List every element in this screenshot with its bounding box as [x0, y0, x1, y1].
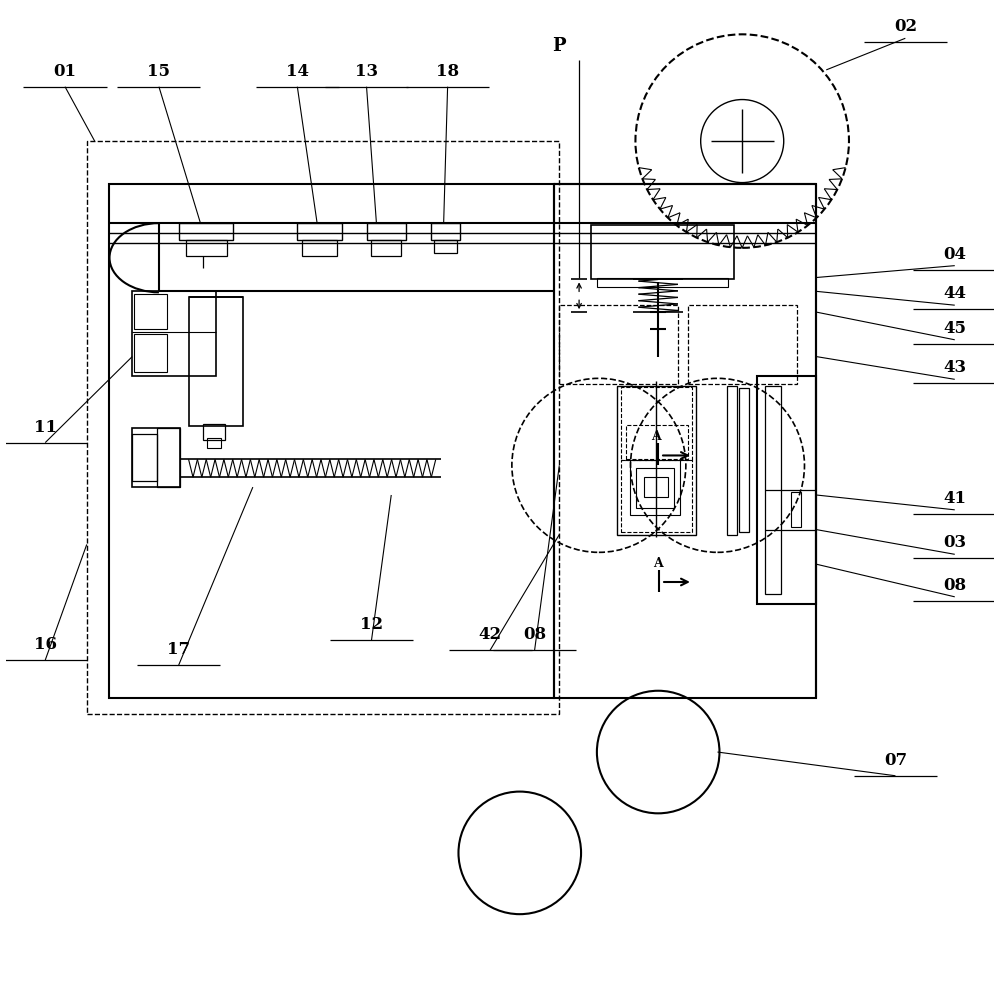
Bar	[157, 428, 180, 487]
Text: 14: 14	[286, 62, 309, 80]
Bar	[644, 477, 668, 497]
Bar	[134, 294, 167, 329]
Text: 13: 13	[355, 62, 378, 80]
Bar	[132, 428, 180, 487]
Text: 01: 01	[54, 62, 77, 80]
Text: 41: 41	[943, 490, 966, 507]
Text: 44: 44	[943, 285, 966, 302]
Bar	[203, 424, 225, 440]
Bar	[134, 334, 167, 372]
Text: 42: 42	[479, 627, 502, 644]
Bar	[109, 183, 554, 698]
Bar	[688, 305, 797, 384]
Bar	[626, 425, 688, 459]
Bar	[559, 305, 678, 384]
Text: 43: 43	[943, 359, 966, 376]
Bar	[434, 240, 457, 252]
Bar	[591, 225, 734, 279]
Text: 03: 03	[943, 535, 966, 551]
Text: A: A	[653, 557, 663, 570]
Bar	[132, 434, 157, 481]
Bar	[132, 291, 216, 376]
Text: P: P	[553, 37, 566, 55]
Bar	[621, 387, 692, 460]
Bar	[179, 223, 233, 240]
Text: A: A	[651, 430, 661, 443]
Bar	[189, 297, 243, 426]
Text: 04: 04	[943, 246, 966, 262]
Bar	[757, 376, 816, 604]
Text: 07: 07	[884, 751, 907, 769]
Bar	[739, 388, 749, 532]
Text: 18: 18	[436, 62, 459, 80]
Bar	[431, 223, 460, 240]
Bar	[636, 468, 674, 508]
Bar	[630, 460, 680, 515]
Bar	[791, 492, 801, 527]
Bar	[597, 277, 728, 287]
Text: 16: 16	[34, 637, 57, 653]
Text: 08: 08	[943, 577, 966, 594]
Bar	[554, 183, 816, 698]
Bar	[765, 386, 781, 594]
Text: 12: 12	[360, 617, 383, 634]
Text: 11: 11	[34, 419, 57, 436]
Bar	[87, 142, 559, 715]
Bar	[367, 223, 406, 240]
Bar	[302, 240, 337, 255]
Text: 02: 02	[894, 18, 917, 36]
Text: 08: 08	[523, 627, 546, 644]
Bar	[727, 386, 737, 535]
Text: 17: 17	[167, 642, 190, 658]
Text: 15: 15	[147, 62, 170, 80]
Bar	[207, 438, 221, 447]
Bar	[371, 240, 401, 255]
Bar	[617, 386, 696, 535]
Bar	[186, 240, 227, 255]
Bar	[621, 460, 692, 532]
Text: 45: 45	[943, 320, 966, 337]
Bar	[297, 223, 342, 240]
